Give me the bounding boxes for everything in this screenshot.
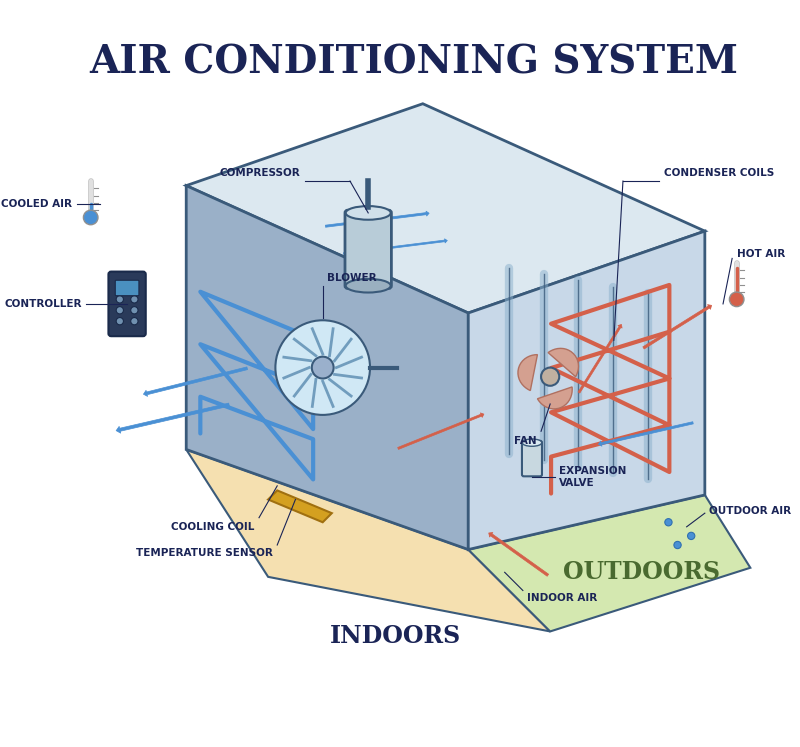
Circle shape xyxy=(312,356,334,379)
Circle shape xyxy=(730,292,744,306)
Polygon shape xyxy=(468,231,705,550)
Text: BLOWER: BLOWER xyxy=(327,273,377,283)
Polygon shape xyxy=(186,104,705,313)
Circle shape xyxy=(275,320,370,415)
Circle shape xyxy=(83,210,98,225)
Text: OUTDOORS: OUTDOORS xyxy=(562,560,720,584)
Text: AIR CONDITIONING SYSTEM: AIR CONDITIONING SYSTEM xyxy=(89,44,738,81)
Circle shape xyxy=(116,317,123,325)
Text: FAN: FAN xyxy=(514,436,537,446)
Ellipse shape xyxy=(346,279,390,293)
Polygon shape xyxy=(186,450,550,631)
Polygon shape xyxy=(518,355,538,391)
Circle shape xyxy=(116,296,123,303)
Circle shape xyxy=(674,542,681,548)
Ellipse shape xyxy=(522,439,542,446)
Text: INDOOR AIR: INDOOR AIR xyxy=(527,593,598,604)
Text: OUTDOOR AIR: OUTDOOR AIR xyxy=(710,506,791,516)
Circle shape xyxy=(687,533,695,539)
Circle shape xyxy=(541,368,559,385)
Text: EXPANSION
VALVE: EXPANSION VALVE xyxy=(559,466,626,488)
FancyBboxPatch shape xyxy=(115,280,139,296)
Polygon shape xyxy=(268,491,332,522)
Text: HOT AIR: HOT AIR xyxy=(737,249,785,259)
Text: COOLED AIR: COOLED AIR xyxy=(2,199,73,209)
Circle shape xyxy=(130,317,138,325)
Circle shape xyxy=(116,306,123,314)
Polygon shape xyxy=(548,348,578,376)
Polygon shape xyxy=(468,495,750,631)
Text: CONDENSER COILS: CONDENSER COILS xyxy=(664,168,774,179)
Text: COMPRESSOR: COMPRESSOR xyxy=(219,168,300,179)
Text: COOLING COIL: COOLING COIL xyxy=(171,522,254,533)
Ellipse shape xyxy=(346,206,390,220)
Text: INDOORS: INDOORS xyxy=(330,624,461,648)
Circle shape xyxy=(665,518,672,526)
Circle shape xyxy=(130,296,138,303)
Circle shape xyxy=(130,306,138,314)
Text: CONTROLLER: CONTROLLER xyxy=(4,299,82,309)
FancyBboxPatch shape xyxy=(109,272,146,336)
Polygon shape xyxy=(186,185,468,550)
Polygon shape xyxy=(538,387,572,409)
FancyBboxPatch shape xyxy=(522,441,542,477)
FancyBboxPatch shape xyxy=(345,210,391,288)
Text: TEMPERATURE SENSOR: TEMPERATURE SENSOR xyxy=(136,548,273,558)
